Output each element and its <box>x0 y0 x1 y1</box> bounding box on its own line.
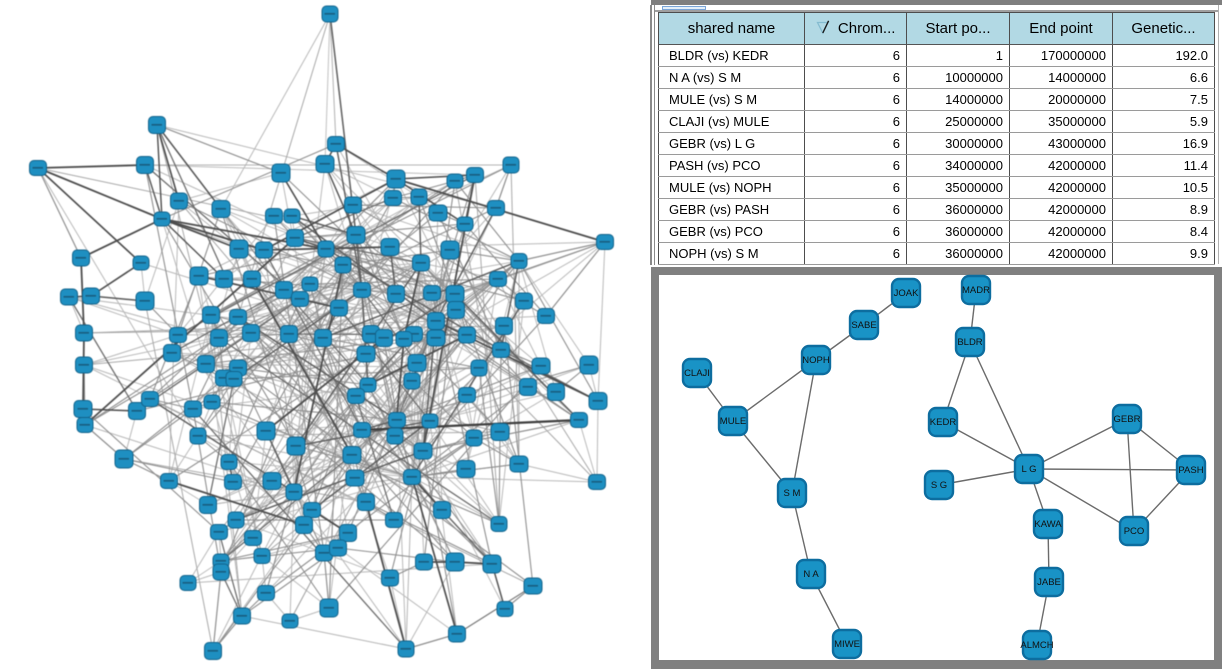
svg-text:NOPH: NOPH <box>802 355 830 366</box>
svg-text:S M: S M <box>784 488 801 499</box>
svg-text:PASH: PASH <box>1178 465 1203 476</box>
svg-text:SABE: SABE <box>851 320 876 331</box>
svg-text:BLDR: BLDR <box>957 337 982 348</box>
svg-text:JOAK: JOAK <box>894 288 919 299</box>
svg-text:KAWA: KAWA <box>1034 519 1062 530</box>
svg-text:MIWE: MIWE <box>834 639 860 650</box>
svg-text:PCO: PCO <box>1124 526 1145 537</box>
svg-text:CLAJI: CLAJI <box>684 368 710 379</box>
svg-text:N A: N A <box>803 569 819 580</box>
svg-text:JABE: JABE <box>1037 577 1061 588</box>
svg-text:GEBR: GEBR <box>1114 414 1141 425</box>
svg-text:MADR: MADR <box>962 285 990 296</box>
svg-text:MULE: MULE <box>720 416 746 427</box>
svg-text:S G: S G <box>931 480 947 491</box>
svg-text:L G: L G <box>1022 464 1037 475</box>
svg-text:ALMCH: ALMCH <box>1020 640 1053 651</box>
svg-text:KEDR: KEDR <box>930 417 957 428</box>
